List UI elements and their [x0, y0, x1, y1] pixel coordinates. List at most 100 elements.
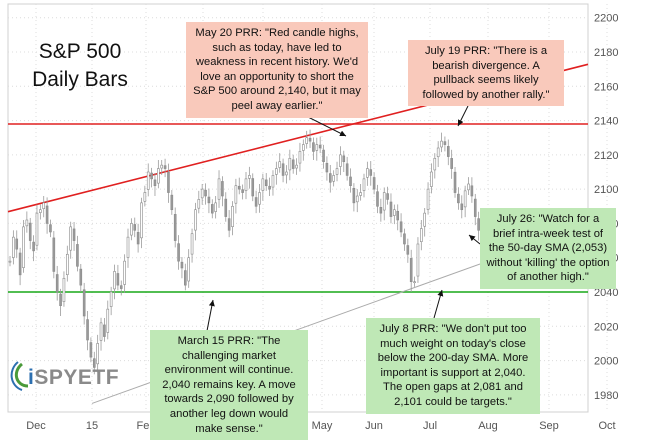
candle-body — [386, 193, 389, 200]
candle-body — [436, 147, 440, 158]
candle-body — [254, 197, 258, 207]
candle-body — [200, 188, 204, 199]
candle-body — [133, 224, 137, 231]
candle-body — [79, 268, 83, 286]
candle-body — [72, 228, 76, 241]
candle-body — [352, 187, 356, 204]
candle-body — [339, 154, 342, 167]
candle-body — [409, 258, 413, 283]
candle-body — [271, 175, 275, 188]
candle-body — [322, 149, 325, 163]
candle-body — [28, 222, 32, 241]
candle-body — [433, 157, 437, 171]
candle-body — [116, 273, 120, 286]
candle-body — [366, 168, 369, 178]
candle-body — [204, 189, 207, 197]
candle-body — [194, 209, 197, 231]
candle-body — [359, 192, 362, 196]
candle-body — [285, 171, 288, 176]
candle-body — [241, 189, 244, 193]
candle-body — [55, 274, 59, 293]
candle-body — [473, 198, 477, 217]
candle-body — [406, 245, 410, 255]
candle-body — [328, 173, 332, 183]
candle-body — [423, 212, 426, 227]
candle-body — [150, 172, 153, 180]
candle-body — [295, 164, 298, 169]
candle-body — [180, 261, 184, 269]
candle-body — [399, 221, 403, 233]
y-tick-label: 2140 — [594, 116, 618, 128]
candle-body — [382, 192, 386, 211]
chart-title: S&P 500 — [38, 40, 122, 63]
candle-body — [244, 178, 248, 191]
y-tick-label: 2120 — [594, 150, 618, 162]
x-tick-label: Sep — [539, 420, 559, 432]
candle-body — [308, 137, 312, 142]
x-tick-label: Aug — [478, 420, 498, 432]
candle-body — [288, 157, 292, 171]
candle-body — [349, 176, 352, 187]
candle-body — [268, 185, 271, 190]
candle-body — [32, 241, 35, 252]
candle-body — [275, 168, 278, 175]
candle-body — [264, 179, 268, 187]
candle-body — [140, 202, 143, 239]
candle-body — [376, 191, 379, 207]
candle-body — [99, 322, 103, 341]
x-tick-label: Jun — [365, 420, 383, 432]
candle-body — [224, 198, 228, 217]
candle-body — [227, 218, 231, 231]
candle-body — [49, 224, 52, 233]
candle-body — [302, 144, 305, 151]
candle-body — [157, 168, 160, 184]
candle-body — [89, 342, 93, 358]
candle-body — [318, 144, 322, 149]
candle-body — [312, 142, 315, 152]
arrow-jul8 — [433, 289, 444, 319]
candle-body — [160, 164, 164, 169]
candle-body — [207, 196, 211, 204]
candle-body — [119, 285, 123, 289]
candle-body — [413, 281, 416, 284]
candle-body — [217, 178, 221, 200]
candle-body — [460, 203, 464, 211]
candle-body — [92, 358, 96, 368]
candle-body — [22, 226, 25, 268]
candle-body — [143, 192, 147, 202]
candle-body — [430, 171, 433, 187]
candle-body — [389, 201, 393, 217]
candle-body — [96, 343, 99, 365]
candle-body — [173, 214, 177, 241]
candle-body — [325, 162, 329, 173]
chart-title-block: S&P 500 Daily Bars — [20, 38, 140, 94]
candle-body — [440, 140, 443, 148]
candle-body — [35, 212, 39, 246]
candle-body — [170, 194, 174, 211]
candle-body — [66, 253, 69, 275]
candle-body — [82, 289, 86, 317]
logo-text: SPYETF — [34, 366, 120, 389]
candle-body — [15, 238, 19, 250]
ispyetf-logo: iSPYETF — [8, 356, 132, 400]
y-tick-label: 2020 — [594, 321, 618, 333]
candle-body — [258, 192, 261, 205]
annotation-may20: May 20 PRR: "Red candle highs, such as t… — [186, 22, 368, 118]
candle-body — [59, 293, 62, 307]
candle-body — [443, 141, 447, 145]
candle-body — [231, 205, 234, 227]
x-tick-label: Dec — [26, 420, 46, 432]
candle-body — [298, 151, 302, 164]
candle-body — [190, 233, 194, 255]
logo-wordmark: iSPYETF — [28, 366, 119, 390]
candle-body — [18, 252, 22, 276]
arrow-jul26 — [468, 234, 481, 245]
candle-body — [305, 137, 308, 144]
x-tick-label: May — [312, 420, 333, 432]
y-tick-label: 2200 — [594, 13, 618, 25]
candle-body — [393, 209, 396, 216]
candle-body — [197, 199, 201, 209]
candle-body — [69, 226, 72, 251]
candle-body — [315, 144, 319, 151]
candle-body — [109, 291, 113, 307]
